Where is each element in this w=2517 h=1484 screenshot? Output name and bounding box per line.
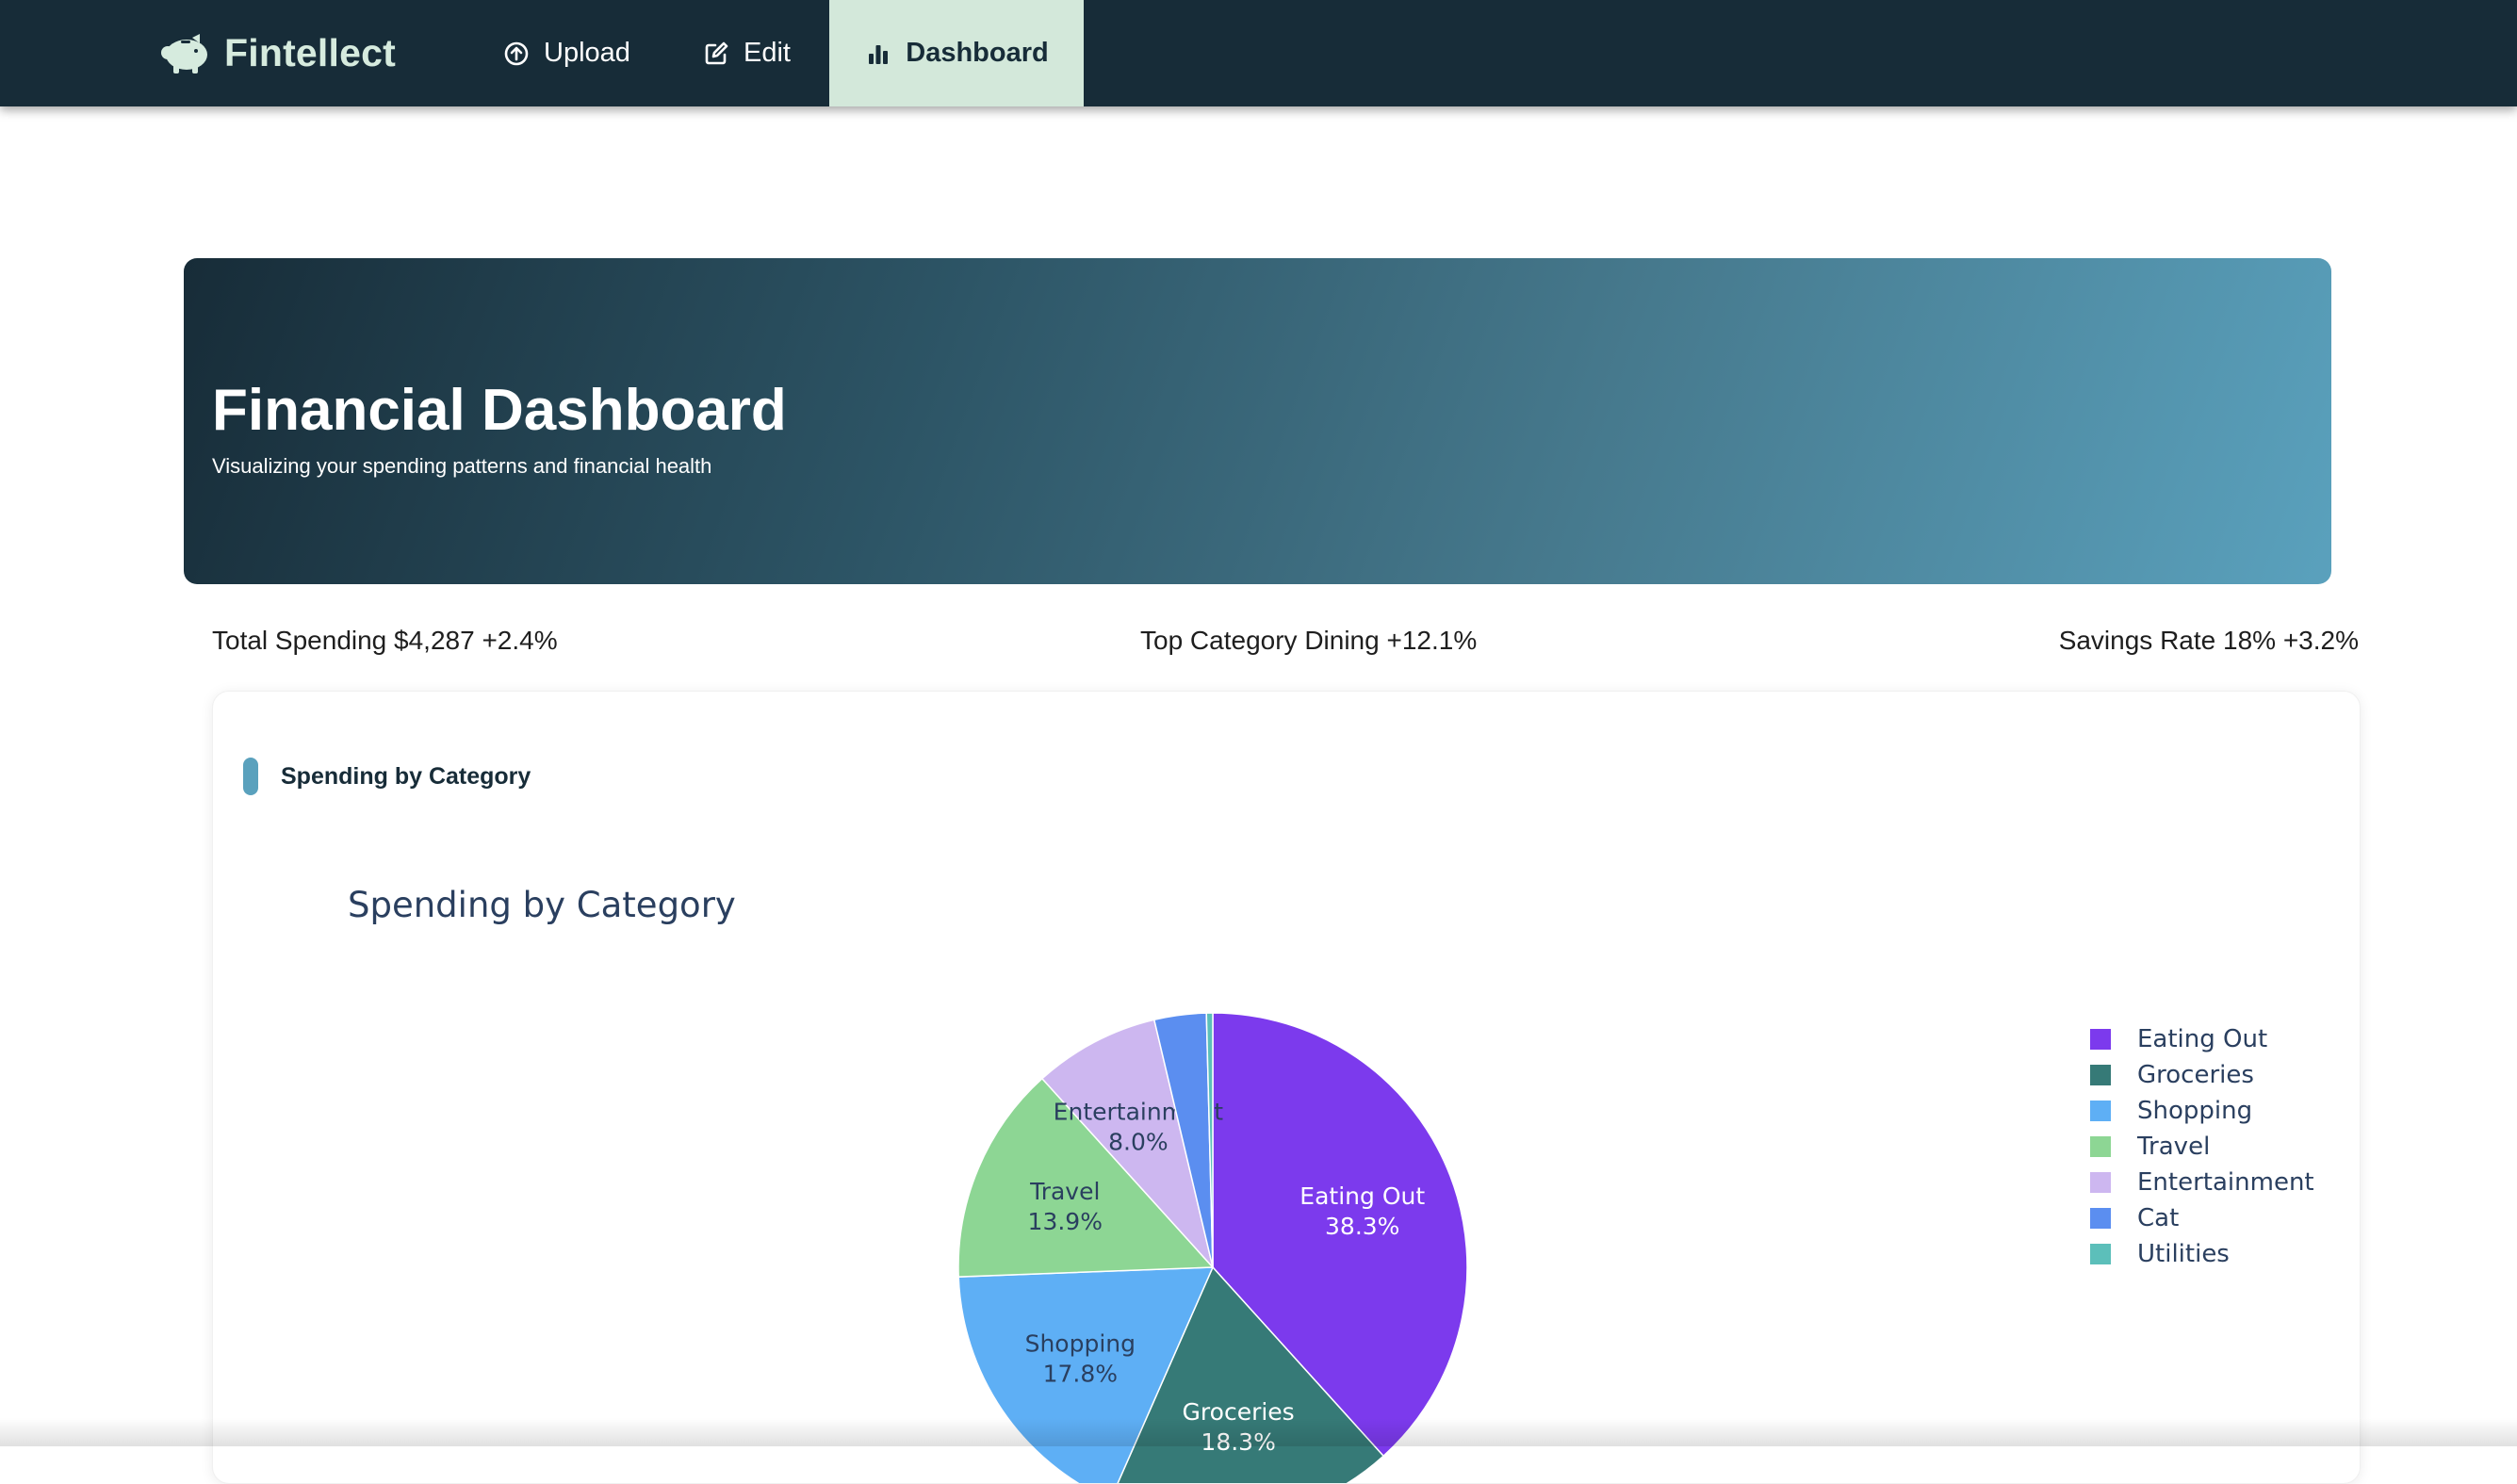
- legend-item-travel[interactable]: Travel: [2090, 1129, 2314, 1165]
- top-navbar: Fintellect Upload Edit Dashboard: [0, 0, 2517, 106]
- legend-swatch: [2090, 1065, 2111, 1085]
- pie-label: Travel: [1029, 1178, 1100, 1205]
- pie-label: Eating Out: [1299, 1182, 1425, 1210]
- pie-label: Groceries: [1183, 1398, 1295, 1426]
- nav-edit[interactable]: Edit: [702, 0, 791, 106]
- chart-legend: Eating Out Groceries Shopping Travel Enterta…: [2090, 1021, 2314, 1272]
- legend-label: Entertainment: [2137, 1168, 2314, 1197]
- pie-percent-label: 8.0%: [1108, 1128, 1169, 1155]
- stat-top-category: Top Category Dining +12.1%: [1140, 626, 1478, 655]
- pie-slice-utilities[interactable]: [1205, 1012, 1214, 1268]
- legend-swatch: [2090, 1172, 2111, 1193]
- legend-item-utilities[interactable]: Utilities: [2090, 1236, 2314, 1272]
- edit-icon: [705, 41, 728, 64]
- nav-edit-label: Edit: [744, 38, 791, 68]
- page-subtitle: Visualizing your spending patterns and f…: [212, 454, 712, 478]
- legend-swatch: [2090, 1136, 2111, 1157]
- page-title: Financial Dashboard: [212, 378, 787, 443]
- chart-title: Spending by Category: [348, 885, 736, 925]
- nav-dashboard[interactable]: Dashboard: [829, 0, 1084, 106]
- legend-item-shopping[interactable]: Shopping: [2090, 1093, 2314, 1129]
- window-edge-shadow: [0, 1418, 2517, 1446]
- pie-chart: Eating Out38.3%Groceries18.3%Shopping17.…: [957, 1012, 1468, 1483]
- stat-savings-rate: Savings Rate 18% +3.2%: [2058, 626, 2359, 655]
- pie-slice-entertainment[interactable]: [1040, 1019, 1214, 1268]
- pie-slice-travel[interactable]: [957, 1077, 1215, 1278]
- stat-total-spending: Total Spending $4,287 +2.4%: [212, 626, 558, 655]
- legend-item-entertainment[interactable]: Entertainment: [2090, 1165, 2314, 1200]
- pie-slice-shopping[interactable]: [957, 1266, 1215, 1483]
- pie-percent-label: 17.8%: [1043, 1361, 1118, 1388]
- pie-percent-label: 13.9%: [1028, 1208, 1103, 1235]
- piggy-bank-icon: [161, 33, 207, 73]
- legend-label: Travel: [2137, 1133, 2211, 1161]
- spending-card: Spending by Category Spending by Categor…: [212, 691, 2361, 1484]
- legend-label: Eating Out: [2137, 1025, 2268, 1053]
- legend-label: Groceries: [2137, 1061, 2254, 1089]
- legend-swatch: [2090, 1029, 2111, 1050]
- hero-banner: Financial Dashboard Visualizing your spe…: [184, 258, 2331, 584]
- bar-chart-icon: [869, 44, 889, 64]
- upload-circle-icon: [504, 41, 529, 65]
- legend-swatch: [2090, 1244, 2111, 1264]
- nav-dashboard-label: Dashboard: [906, 38, 1049, 68]
- legend-label: Utilities: [2137, 1240, 2230, 1268]
- card-title: Spending by Category: [281, 763, 531, 790]
- pie-label: Shopping: [1025, 1330, 1136, 1358]
- legend-label: Cat: [2137, 1204, 2180, 1232]
- nav-upload[interactable]: Upload: [502, 0, 630, 106]
- legend-item-groceries[interactable]: Groceries: [2090, 1057, 2314, 1093]
- legend-item-eating-out[interactable]: Eating Out: [2090, 1021, 2314, 1057]
- pie-percent-label: 38.3%: [1325, 1213, 1399, 1240]
- legend-swatch: [2090, 1208, 2111, 1229]
- brand-name: Fintellect: [224, 31, 396, 74]
- card-accent-bar: [243, 758, 258, 795]
- legend-label: Shopping: [2137, 1097, 2253, 1125]
- nav-upload-label: Upload: [544, 38, 630, 68]
- pie-slice-eating-out[interactable]: [1212, 1012, 1468, 1458]
- brand[interactable]: Fintellect: [158, 0, 396, 106]
- legend-item-cat[interactable]: Cat: [2090, 1200, 2314, 1236]
- legend-swatch: [2090, 1101, 2111, 1121]
